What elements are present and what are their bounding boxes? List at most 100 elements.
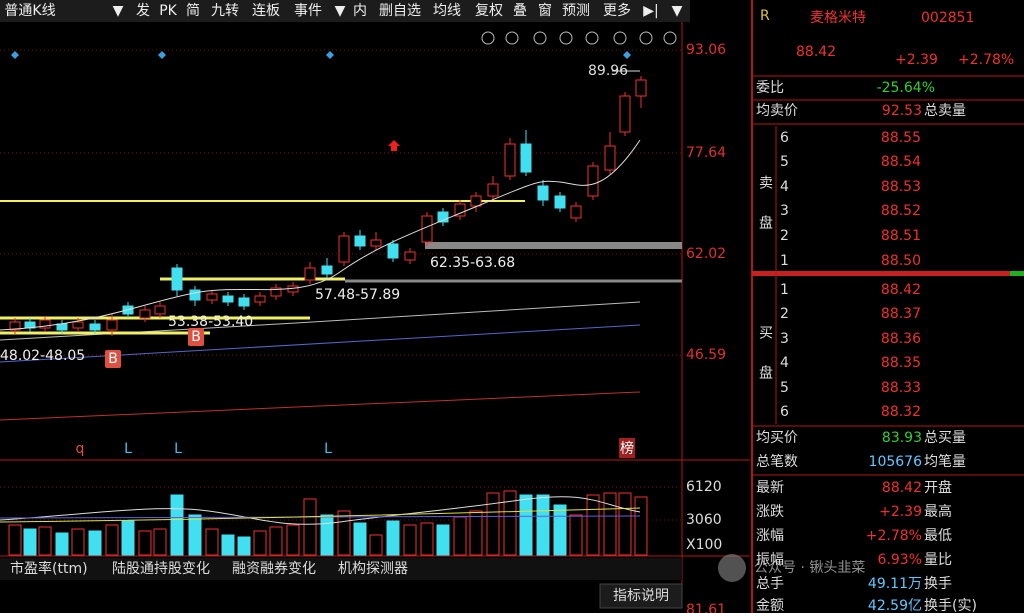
chart-tool[interactable] bbox=[533, 31, 547, 45]
candle bbox=[404, 251, 416, 261]
book-price: 88.35 bbox=[881, 355, 921, 371]
price-axis-label: 81.61 bbox=[686, 602, 726, 613]
change: +2.39 bbox=[895, 52, 938, 68]
row-value: 6.93% bbox=[878, 552, 922, 568]
bottom-tab[interactable]: 市盈率(ttm) bbox=[10, 560, 88, 577]
bottom-tab[interactable]: 陆股通持股变化 bbox=[112, 561, 210, 577]
candle bbox=[520, 143, 532, 173]
watermark-icon bbox=[718, 554, 746, 582]
chart-tool[interactable] bbox=[559, 31, 573, 45]
volume-bar bbox=[536, 494, 550, 556]
event-marker[interactable] bbox=[158, 51, 166, 59]
candle bbox=[154, 305, 166, 315]
candle bbox=[222, 295, 234, 303]
chart-tool[interactable] bbox=[481, 31, 495, 45]
book-level: 2 bbox=[780, 228, 789, 244]
volume-bar bbox=[88, 530, 102, 556]
toolbar-item[interactable]: 窗 bbox=[538, 2, 552, 19]
volume-bar bbox=[386, 520, 400, 556]
row-label: 均买价 bbox=[756, 430, 798, 446]
chart-tool[interactable] bbox=[663, 31, 677, 45]
toolbar-item[interactable]: ▼ bbox=[335, 3, 346, 19]
chart-tool[interactable] bbox=[613, 31, 627, 45]
volume-bar bbox=[188, 514, 202, 556]
candle bbox=[270, 287, 282, 297]
volume-bar bbox=[320, 514, 334, 556]
volume-bar bbox=[153, 528, 167, 556]
row-label: 总手 bbox=[756, 576, 784, 592]
book-price: 88.55 bbox=[881, 130, 921, 146]
candle bbox=[9, 321, 21, 331]
bottom-tab[interactable]: 融资融券变化 bbox=[232, 561, 316, 577]
volume-axis-label: X100 bbox=[686, 537, 722, 553]
row-label: 金额 bbox=[756, 598, 784, 613]
candle bbox=[171, 267, 183, 291]
candle bbox=[387, 243, 399, 259]
toolbar-item[interactable]: 复权 bbox=[475, 2, 503, 19]
candle bbox=[304, 267, 316, 281]
bottom-tab[interactable]: 机构探测器 bbox=[338, 561, 408, 577]
toolbar-item[interactable]: PK bbox=[159, 3, 177, 19]
row-label: 委比 bbox=[756, 80, 784, 96]
ma-line bbox=[0, 391, 641, 421]
volume-bar bbox=[170, 494, 184, 556]
row-value: 88.42 bbox=[882, 480, 922, 496]
toolbar-item[interactable]: ▶| bbox=[643, 3, 658, 19]
high-label: 89.96 bbox=[588, 63, 628, 79]
chart-tool[interactable] bbox=[585, 31, 599, 45]
toolbar-item[interactable]: 简 bbox=[186, 2, 200, 19]
volume-bar bbox=[303, 498, 317, 556]
marker-label: L bbox=[174, 441, 182, 457]
toolbar-item[interactable]: 更多 bbox=[603, 2, 631, 19]
volume-bar bbox=[237, 536, 251, 556]
toolbar-item[interactable]: 普通K线 bbox=[4, 3, 55, 19]
book-price: 88.50 bbox=[881, 253, 921, 269]
toolbar-item[interactable]: 删自选 bbox=[379, 3, 421, 19]
row-value: +2.78% bbox=[866, 528, 922, 544]
book-separator-green bbox=[1010, 271, 1024, 276]
candle bbox=[139, 309, 151, 319]
candle bbox=[370, 239, 382, 247]
toolbar-item[interactable]: ▼ bbox=[672, 3, 683, 19]
ma-line bbox=[0, 139, 641, 331]
row-value: 92.53 bbox=[882, 103, 922, 119]
book-level: 3 bbox=[780, 331, 789, 347]
toolbar-item[interactable]: ▼ bbox=[113, 3, 124, 19]
toolbar-item[interactable]: 预测 bbox=[562, 3, 590, 19]
row-label: 总买量 bbox=[924, 430, 966, 446]
row-label: 总卖量 bbox=[924, 103, 966, 119]
toolbar-item[interactable]: 事件 bbox=[294, 3, 322, 19]
indicator-button[interactable]: 指标说明 bbox=[613, 588, 669, 604]
indicator-button-bg[interactable] bbox=[599, 583, 683, 609]
ma-line bbox=[0, 324, 641, 363]
volume-axis-label: 3060 bbox=[686, 512, 722, 528]
volume-bar bbox=[519, 494, 533, 556]
stock-name: 麦格米特 bbox=[810, 10, 866, 26]
event-marker[interactable] bbox=[326, 51, 334, 59]
price-axis-label: 77.64 bbox=[686, 145, 726, 161]
zone-label: 57.48-57.89 bbox=[315, 287, 400, 303]
volume-bar bbox=[569, 514, 583, 556]
toolbar-item[interactable]: 九转 bbox=[211, 3, 239, 19]
toolbar-item[interactable]: 内 bbox=[353, 3, 367, 19]
volume-bar bbox=[71, 528, 85, 556]
event-marker[interactable] bbox=[623, 51, 631, 59]
marker-label: 榜 bbox=[620, 440, 634, 457]
book-price: 88.54 bbox=[881, 154, 921, 170]
event-marker[interactable] bbox=[11, 51, 19, 59]
change-pct: +2.78% bbox=[958, 52, 1014, 68]
volume-bar bbox=[138, 530, 152, 556]
toolbar-item[interactable]: 叠 bbox=[513, 3, 527, 19]
toolbar-item[interactable]: 连板 bbox=[252, 3, 280, 19]
candle bbox=[206, 293, 218, 301]
chart-tool[interactable] bbox=[505, 31, 519, 45]
book-price: 88.37 bbox=[881, 306, 921, 322]
book-separator bbox=[752, 271, 1010, 276]
volume-bar bbox=[105, 524, 119, 556]
chart-tool[interactable] bbox=[639, 31, 653, 45]
volume-bar bbox=[469, 510, 483, 556]
toolbar-item[interactable]: 均线 bbox=[433, 3, 461, 19]
book-level: 4 bbox=[780, 179, 789, 195]
toolbar-item[interactable]: 发 bbox=[136, 3, 150, 19]
